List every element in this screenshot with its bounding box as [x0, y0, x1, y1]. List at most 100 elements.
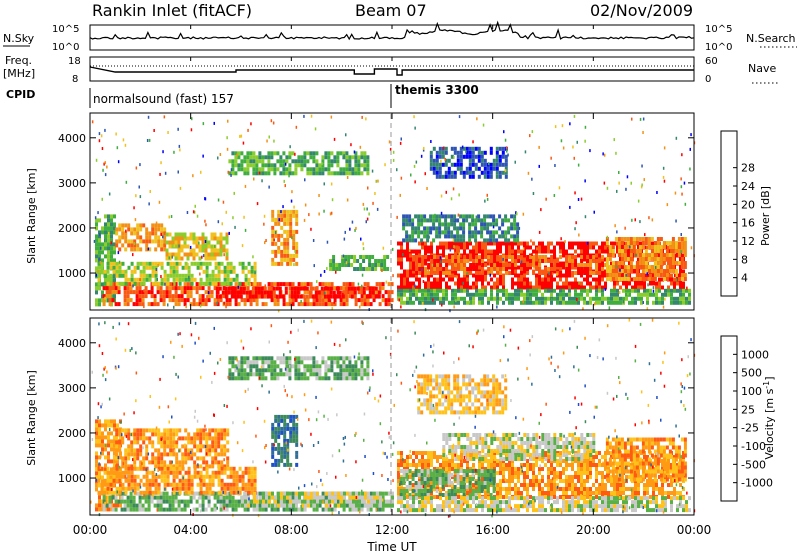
data-cell — [234, 499, 238, 504]
data-cell — [205, 482, 209, 487]
data-cell — [157, 448, 161, 453]
data-cell — [426, 230, 430, 235]
data-cell — [133, 265, 137, 270]
data-cell — [559, 273, 562, 278]
data-cell — [126, 499, 130, 504]
data-cell — [380, 263, 384, 267]
data-cell — [133, 243, 137, 248]
data-cell — [507, 218, 511, 223]
data-cell — [104, 246, 107, 251]
data-cell — [106, 478, 110, 483]
data-cell — [472, 245, 475, 250]
data-cell — [115, 239, 119, 244]
data-speckle — [146, 139, 149, 142]
data-speckle — [453, 245, 455, 249]
data-speckle — [484, 199, 486, 203]
data-cell — [133, 460, 137, 465]
data-cell — [180, 507, 184, 512]
data-cell — [220, 269, 224, 274]
data-cell — [517, 277, 520, 282]
data-cell — [445, 241, 448, 246]
data-cell — [208, 478, 212, 483]
data-cell — [365, 255, 369, 259]
data-cell — [169, 432, 173, 437]
data-cell — [107, 439, 110, 444]
data-cell — [447, 166, 451, 171]
data-speckle — [496, 305, 498, 309]
data-cell — [547, 288, 550, 293]
data-cell — [438, 218, 442, 223]
data-cell — [598, 253, 601, 258]
data-cell — [139, 227, 143, 232]
data-cell — [620, 257, 624, 261]
data-cell — [193, 440, 197, 445]
data-cell — [553, 249, 556, 254]
data-speckle — [368, 212, 370, 216]
data-cell — [324, 495, 328, 500]
data-cell — [673, 296, 676, 301]
data-cell — [634, 300, 637, 305]
data-speckle — [243, 215, 245, 219]
data-cell — [100, 490, 104, 495]
data-cell — [643, 292, 646, 297]
data-cell — [406, 300, 409, 305]
data-cell — [198, 236, 202, 241]
data-speckle — [338, 286, 340, 290]
data-cell — [178, 436, 182, 441]
data-speckle — [626, 175, 629, 179]
data-cell — [129, 503, 133, 508]
data-cell — [496, 257, 499, 262]
data-cell — [193, 444, 197, 449]
data-cell — [243, 167, 247, 172]
data-cell — [484, 285, 487, 290]
data-cell — [640, 292, 643, 297]
data-cell — [489, 174, 493, 179]
data-cell — [432, 146, 436, 151]
data-cell — [403, 285, 406, 290]
data-cell — [601, 255, 605, 259]
data-cell — [397, 273, 400, 278]
data-cell — [387, 294, 391, 299]
data-cell — [216, 495, 220, 500]
data-cell — [589, 263, 593, 267]
data-cell — [163, 231, 167, 236]
data-cell — [175, 265, 179, 270]
data-cell — [225, 491, 229, 496]
data-speckle — [564, 240, 566, 244]
data-speckle — [244, 228, 247, 232]
data-cell — [653, 261, 657, 265]
data-cell — [562, 265, 565, 270]
data-cell — [121, 261, 125, 266]
data-cell — [614, 273, 618, 277]
data-cell — [196, 474, 200, 479]
data-cell — [556, 285, 559, 290]
data-cell — [477, 166, 481, 171]
data-cell — [98, 246, 101, 251]
data-cell — [240, 163, 244, 168]
data-cell — [151, 239, 155, 244]
data-cell — [513, 222, 517, 227]
data-cell — [309, 151, 313, 156]
data-cell — [535, 288, 538, 293]
data-cell — [628, 281, 631, 286]
data-cell — [400, 253, 403, 258]
data-cell — [472, 292, 475, 297]
data-cell — [468, 222, 472, 227]
data-cell — [283, 257, 287, 262]
data-cell — [580, 267, 584, 271]
data-cell — [622, 245, 625, 250]
data-cell — [133, 239, 137, 244]
data-cell — [427, 288, 430, 293]
data-cell — [262, 503, 265, 508]
data-cell — [253, 281, 257, 286]
data-speckle — [155, 221, 158, 225]
data-cell — [460, 281, 463, 286]
data-cell — [418, 267, 422, 271]
data-cell — [366, 155, 370, 160]
data-cell — [237, 163, 241, 168]
data-cell — [348, 491, 352, 496]
data-cell — [172, 428, 176, 433]
data-cell — [162, 298, 166, 303]
data-cell — [189, 252, 193, 257]
data-cell — [511, 271, 515, 275]
